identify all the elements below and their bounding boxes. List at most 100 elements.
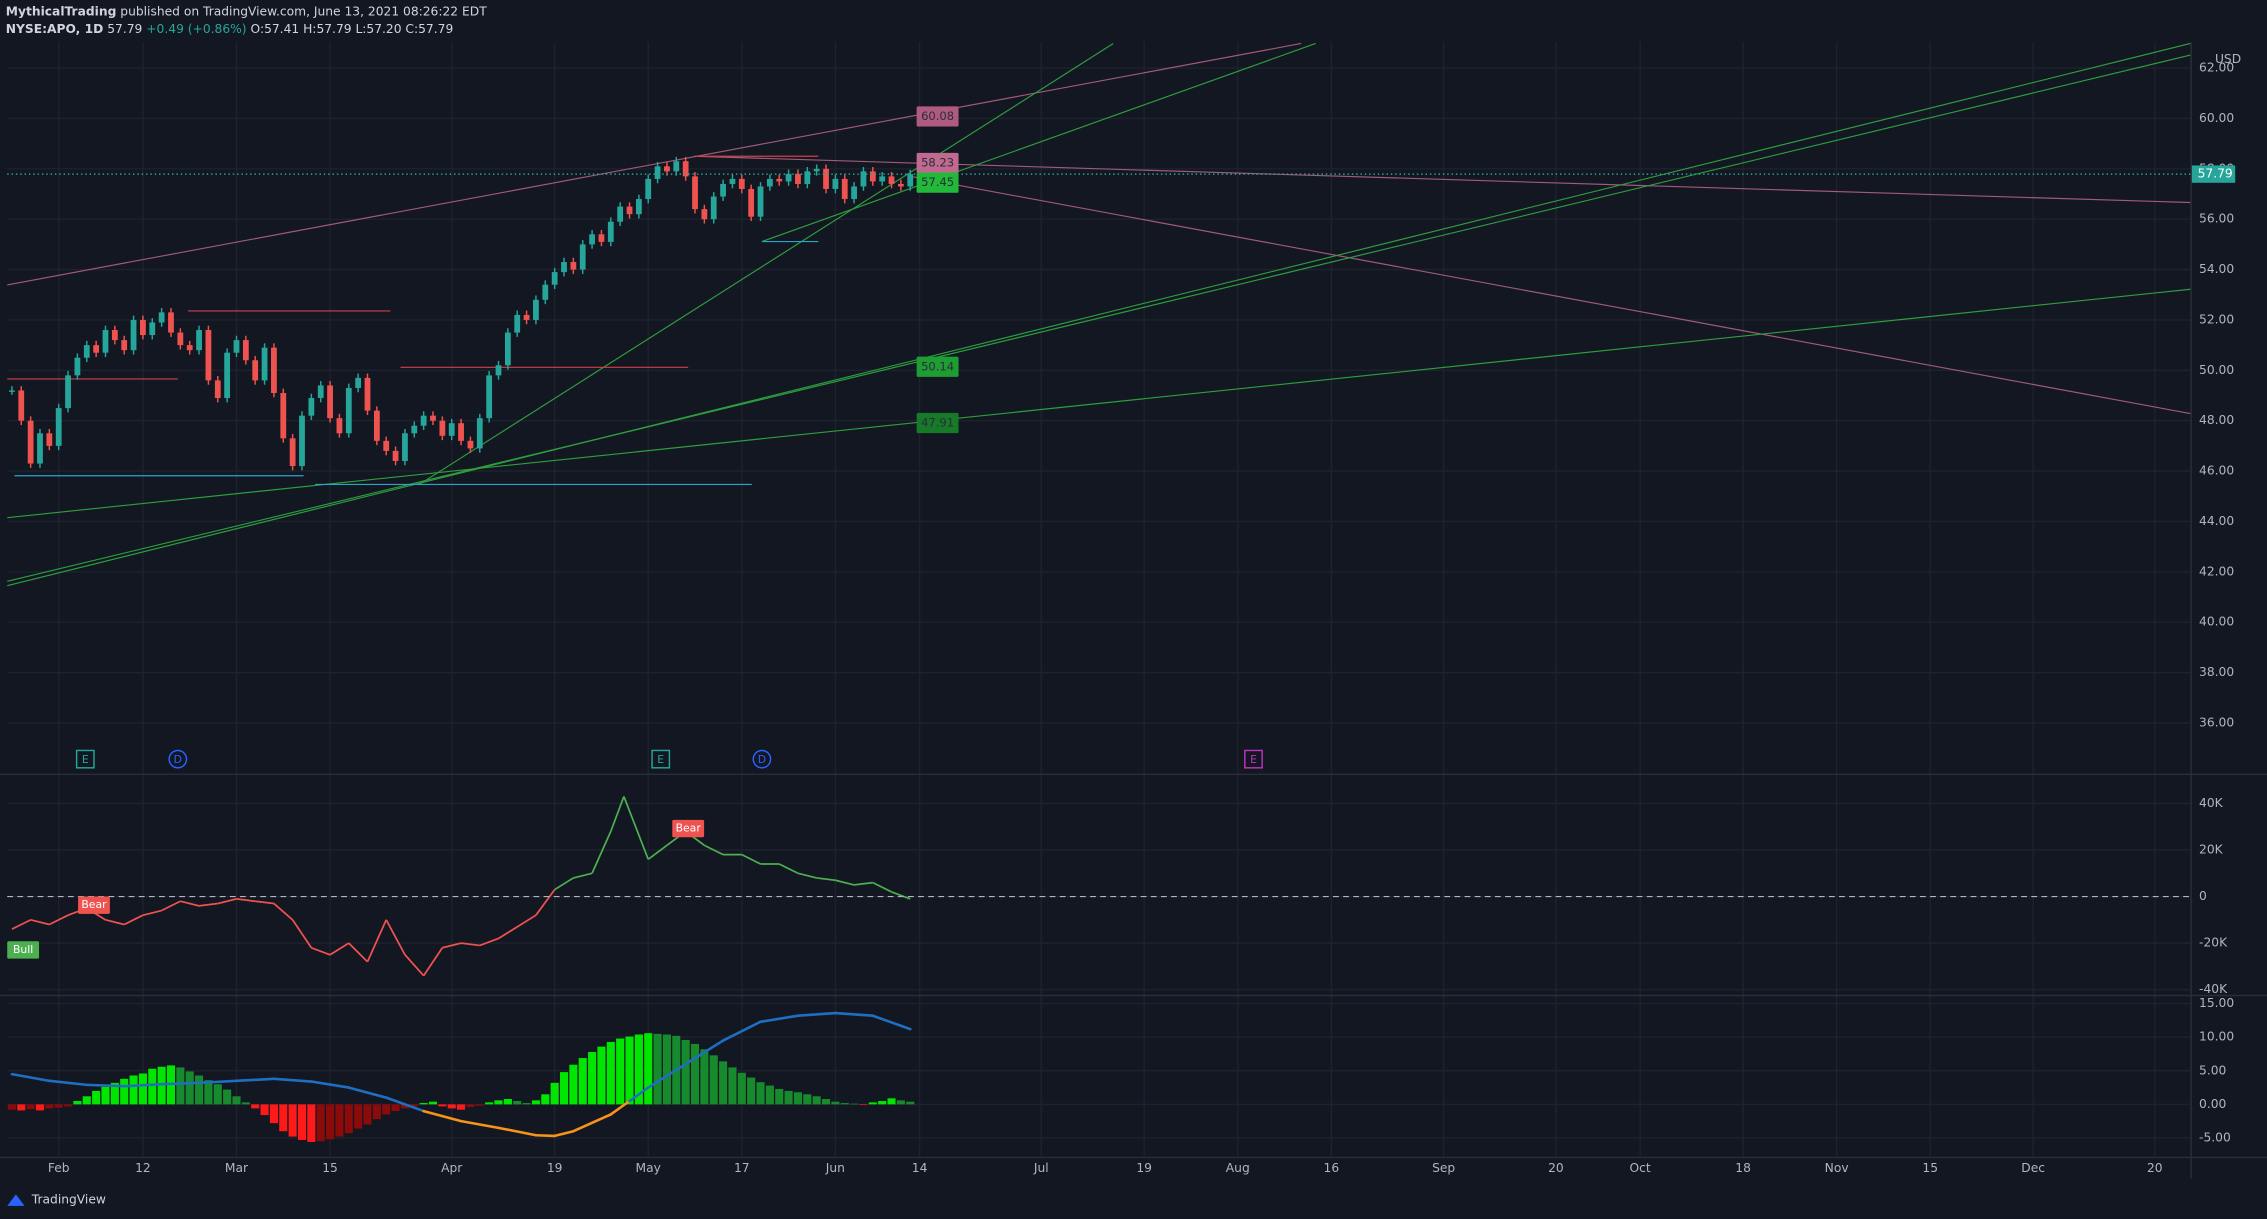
candle: [289, 438, 296, 467]
histogram-bar: [644, 1033, 653, 1105]
candle: [93, 345, 100, 353]
signal-segment: [384, 1096, 425, 1113]
price-label-box: [916, 356, 959, 377]
signal-segment: [48, 1079, 89, 1087]
oscillator-segment: [236, 898, 256, 903]
candle: [869, 171, 876, 182]
signal-segment: [459, 1119, 500, 1130]
y-tick-label: 52.00: [2199, 312, 2234, 326]
candle: [486, 375, 493, 419]
oscillator-segment: [255, 900, 275, 905]
histogram-bar: [138, 1073, 147, 1105]
oscillator-segment: [535, 889, 556, 916]
histogram-bar: [148, 1068, 157, 1105]
candle: [392, 450, 399, 461]
candle: [420, 415, 427, 426]
candle: [158, 312, 165, 323]
histogram-bar: [279, 1104, 288, 1132]
candle: [121, 340, 128, 351]
histogram-bar: [868, 1102, 877, 1105]
histogram-bar: [17, 1104, 26, 1111]
header-line: NYSE:APO, 1D 57.79 +0.49 (+0.86%) O:57.4…: [6, 22, 453, 36]
y-tick-label: 46.00: [2199, 464, 2234, 478]
annotation: Bull: [13, 943, 33, 956]
histogram-bar: [906, 1101, 915, 1105]
candle: [140, 319, 146, 336]
annotation: Bear: [81, 898, 107, 911]
signal-segment: [310, 1080, 351, 1089]
histogram-bar: [82, 1096, 91, 1105]
candle: [561, 262, 567, 273]
candle: [542, 284, 549, 300]
event-label: E: [657, 753, 664, 766]
change: +0.49 (+0.86%): [146, 22, 246, 36]
x-tick-label: Feb: [48, 1161, 70, 1175]
event-marker: [168, 749, 188, 769]
histogram-bar: [251, 1104, 260, 1109]
candle: [430, 415, 436, 421]
candle: [888, 176, 895, 184]
oscillator-segment: [161, 900, 181, 912]
histogram-bar: [485, 1102, 494, 1105]
histogram-bar: [728, 1067, 737, 1105]
y-tick-label: 44.00: [2199, 514, 2234, 528]
y-tick-label: -20K: [2199, 936, 2228, 950]
candle: [205, 330, 212, 381]
oscillator-segment: [30, 919, 50, 926]
signal-segment: [235, 1077, 276, 1083]
oscillator-segment: [329, 942, 350, 956]
oscillator-segment: [647, 844, 668, 861]
histogram-bar: [541, 1094, 550, 1105]
oscillator-segment: [797, 872, 817, 879]
candle: [823, 168, 829, 189]
y-tick-label: 0: [2199, 889, 2207, 903]
candle: [626, 206, 633, 215]
histogram-bar: [195, 1075, 204, 1105]
candle: [907, 174, 914, 187]
signal-segment: [85, 1083, 126, 1088]
oscillator-segment: [142, 909, 162, 917]
signal-segment: [609, 1099, 631, 1116]
last-price-box: [2191, 165, 2236, 183]
event-marker: [651, 749, 671, 769]
candle: [617, 206, 624, 222]
published: published on TradingView.com, June 13, 2…: [120, 4, 487, 18]
trend-line: [910, 175, 2191, 415]
x-tick-label: 15: [1922, 1161, 1938, 1175]
trend-line: [761, 42, 1316, 243]
x-tick-label: 20: [2147, 1161, 2163, 1175]
candle: [860, 171, 867, 187]
histogram-bar: [588, 1051, 597, 1105]
y-tick-label: 42.00: [2199, 564, 2234, 578]
candle: [448, 423, 455, 436]
candle: [776, 178, 783, 182]
histogram-bar: [896, 1100, 905, 1105]
oscillator-segment: [891, 891, 911, 900]
histogram-bar: [700, 1049, 709, 1105]
histogram-bar: [775, 1088, 784, 1105]
histogram-bar: [335, 1104, 344, 1137]
histogram-bar: [419, 1103, 428, 1105]
candle: [130, 319, 137, 351]
candle: [55, 408, 62, 446]
oscillator-segment: [404, 954, 425, 977]
y-tick-label: 20K: [2199, 843, 2224, 857]
candle: [589, 234, 595, 245]
price-label-box: [916, 412, 959, 434]
x-tick-label: Mar: [225, 1161, 249, 1175]
y-tick-label: 38.00: [2199, 665, 2234, 679]
y-tick-label: 50.00: [2199, 363, 2234, 377]
candle: [177, 332, 184, 346]
candle: [214, 380, 221, 399]
candle: [439, 420, 446, 436]
y-tick-label: 15.00: [2199, 996, 2234, 1010]
signal-segment: [553, 1129, 575, 1138]
event-label: E: [1250, 753, 1257, 766]
signal-segment: [272, 1077, 313, 1083]
histogram-bar: [204, 1080, 213, 1105]
candle: [645, 178, 652, 200]
event-marker: [1244, 749, 1263, 769]
histogram-bar: [812, 1096, 821, 1105]
candle: [18, 390, 25, 421]
candle: [299, 415, 305, 467]
